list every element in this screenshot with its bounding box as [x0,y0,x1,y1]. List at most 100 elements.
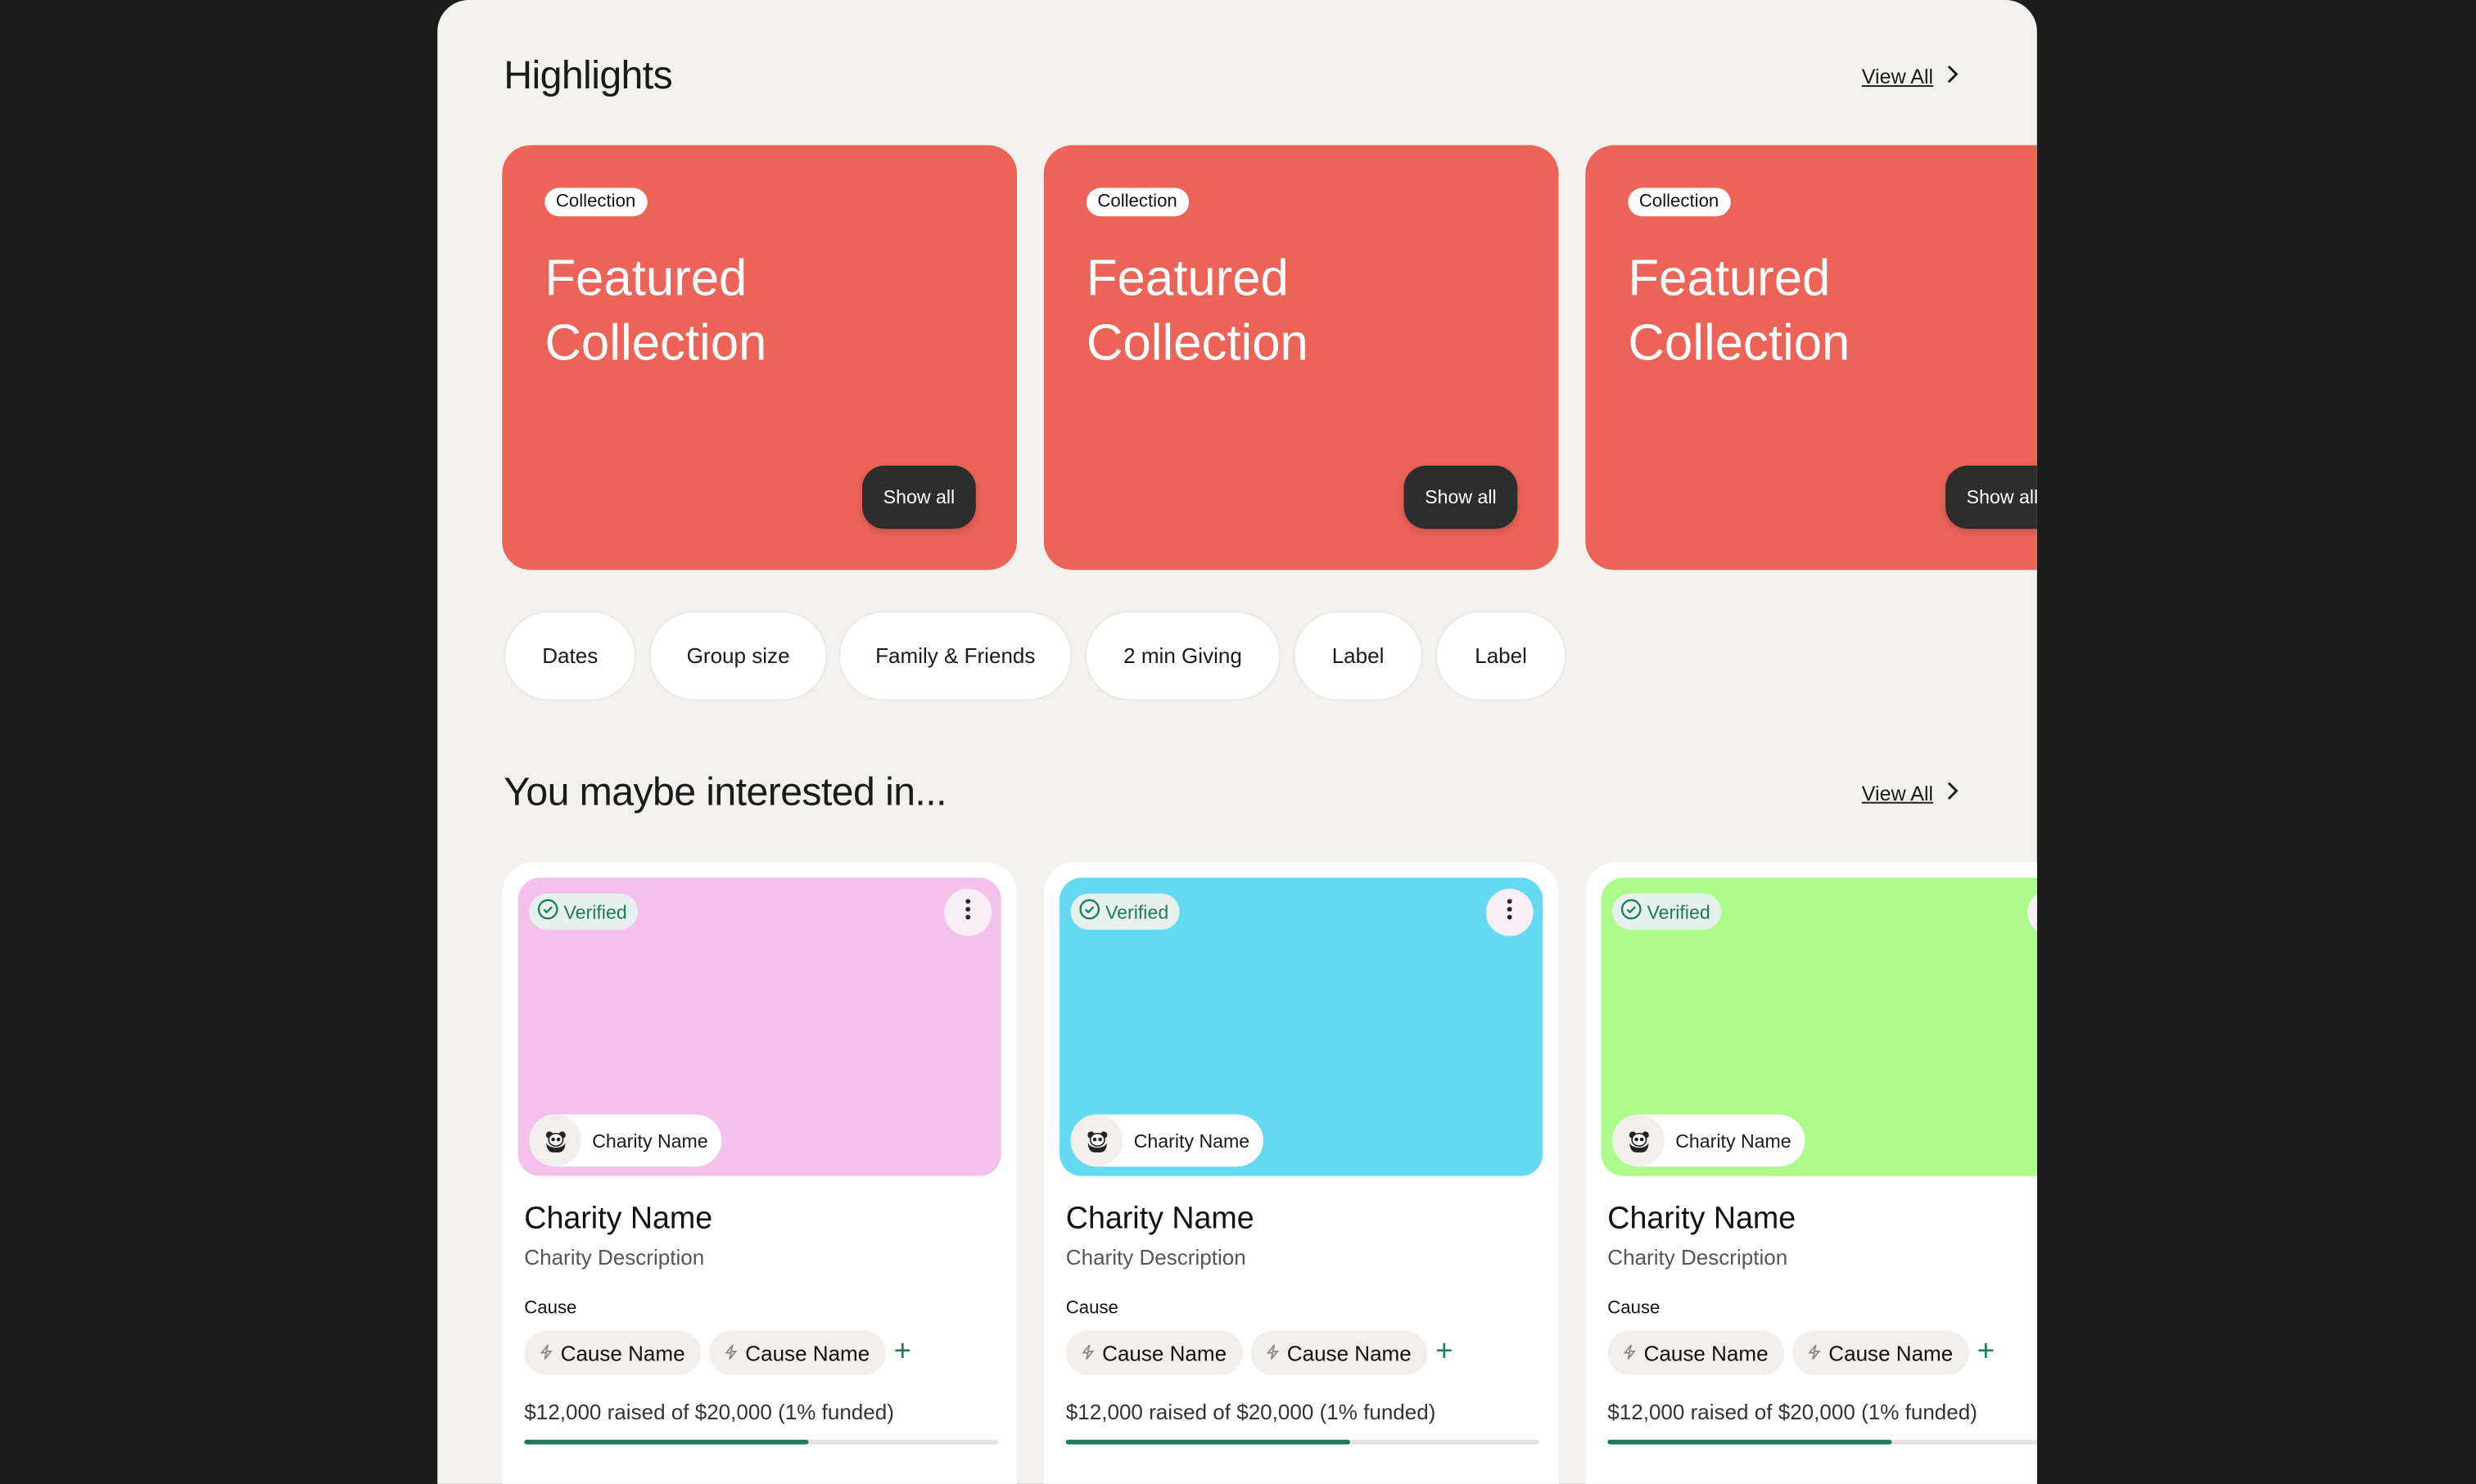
collection-card[interactable]: Collection Featured Collection Show all [502,145,1017,571]
chevron-right-icon [1946,65,1959,88]
charity-name: Charity Name [1607,1201,1796,1237]
interested-view-all-link[interactable]: View All [1862,782,1959,805]
cause-name: Cause Name [560,1341,685,1365]
charity-image: Verified Charity Name [1060,877,1543,1176]
collection-title: Featured Collection [1628,246,1850,376]
collection-title: Featured Collection [544,246,766,376]
verified-badge: Verified [1070,893,1180,930]
verified-check-icon [537,898,559,925]
cause-label: Cause [524,1299,577,1319]
bolt-icon [539,1341,554,1364]
cause-name: Cause Name [1102,1341,1227,1365]
more-vertical-icon [965,897,971,927]
filter-chip[interactable]: 2 min Giving [1084,611,1281,701]
panda-logo-icon [529,1114,581,1167]
collection-card[interactable]: Collection Featured Collection Show all [1043,145,1559,571]
more-options-button[interactable] [944,888,992,936]
more-vertical-icon [1507,897,1513,927]
charity-card[interactable]: Verified Charity Name Charity Name Chari… [1585,861,2037,1484]
charity-image: Verified Charity Name [1601,877,2037,1176]
bolt-icon [723,1341,739,1364]
charity-name-pill[interactable]: Charity Name [1070,1114,1264,1167]
raised-text: $12,000 raised of $20,000 (1% funded) [1065,1400,1436,1424]
charity-card[interactable]: Verified Charity Name Charity Name Chari… [1043,861,1559,1484]
view-all-label: View All [1861,65,1934,88]
filter-chip[interactable]: Family & Friends [838,611,1073,701]
charity-name-pill[interactable]: Charity Name [1612,1114,1806,1167]
charity-description: Charity Description [524,1245,705,1270]
verified-check-icon [1078,898,1100,925]
bolt-icon [1265,1341,1281,1364]
funding-progress-bar [1065,1439,1540,1445]
cause-label: Cause [1607,1299,1660,1319]
verified-label: Verified [563,900,627,923]
add-cause-plus-icon[interactable]: + [1977,1335,1995,1369]
bolt-icon [1080,1341,1096,1364]
verified-check-icon [1620,898,1642,925]
collection-card[interactable]: Collection Featured Collection Show all [1585,145,2037,571]
charity-name: Charity Name [1065,1201,1254,1237]
bolt-icon [1622,1341,1638,1364]
charity-card[interactable]: Verified Charity Name Charity Name Chari… [502,861,1017,1484]
panda-logo-icon [1612,1114,1665,1167]
charity-name-pill[interactable]: Charity Name [529,1114,723,1167]
cause-chip[interactable]: Cause Name [1791,1330,1969,1375]
cause-label: Cause [1065,1299,1118,1319]
charity-name: Charity Name [524,1201,713,1237]
progress-fill [524,1439,809,1445]
add-cause-plus-icon[interactable]: + [893,1335,911,1369]
title-line: Collection [1628,313,1850,372]
title-line: Featured [1086,249,1289,307]
progress-fill [1607,1439,1892,1445]
title-line: Featured [1628,249,1831,307]
interested-title: You maybe interested in... [504,770,947,815]
raised-text: $12,000 raised of $20,000 (1% funded) [524,1400,894,1424]
main-panel: Highlights View All Collection Featured C… [437,0,2037,1484]
cause-name: Cause Name [1828,1341,1954,1365]
pill-name: Charity Name [1133,1129,1250,1152]
collection-badge: Collection [1086,187,1189,217]
verified-badge: Verified [1612,893,1722,930]
charity-image: Verified Charity Name [517,877,1001,1176]
more-options-button[interactable] [1485,888,1534,936]
cause-chip[interactable]: Cause Name [524,1330,701,1375]
cause-name: Cause Name [1643,1341,1769,1365]
pill-name: Charity Name [592,1129,708,1152]
collection-badge: Collection [1628,187,1730,217]
add-cause-plus-icon[interactable]: + [1435,1335,1453,1369]
cause-chip[interactable]: Cause Name [1250,1330,1428,1375]
show-all-button[interactable]: Show all [861,465,976,530]
title-line: Collection [544,313,767,372]
collection-badge: Collection [544,187,647,217]
highlights-title: Highlights [504,53,673,98]
charity-description: Charity Description [1065,1245,1246,1270]
raised-text: $12,000 raised of $20,000 (1% funded) [1607,1400,1977,1424]
verified-badge: Verified [529,893,639,930]
title-line: Featured [544,249,748,307]
cause-name: Cause Name [1286,1341,1412,1365]
cause-name: Cause Name [745,1341,870,1365]
view-all-label: View All [1861,781,1934,805]
more-options-button[interactable] [2027,888,2037,936]
filter-chip[interactable]: Label [1435,611,1567,701]
cause-chip[interactable]: Cause Name [708,1330,886,1375]
panda-logo-icon [1070,1114,1123,1167]
show-all-button[interactable]: Show all [1403,465,1518,530]
filter-chip[interactable]: Dates [504,611,637,701]
charity-description: Charity Description [1607,1245,1788,1270]
verified-label: Verified [1647,900,1710,923]
cause-chip[interactable]: Cause Name [1607,1330,1784,1375]
collection-title: Featured Collection [1087,246,1308,376]
pill-name: Charity Name [1675,1129,1791,1152]
cause-chip[interactable]: Cause Name [1065,1330,1243,1375]
funding-progress-bar [524,1439,998,1445]
funding-progress-bar [1607,1439,2037,1445]
filter-chip[interactable]: Label [1293,611,1423,701]
filter-chip[interactable]: Group size [648,611,828,701]
show-all-button[interactable]: Show all [1945,465,2037,530]
verified-label: Verified [1105,900,1169,923]
bolt-icon [1806,1341,1822,1364]
title-line: Collection [1086,313,1308,372]
highlights-view-all-link[interactable]: View All [1862,65,1959,88]
chevron-right-icon [1946,782,1959,805]
